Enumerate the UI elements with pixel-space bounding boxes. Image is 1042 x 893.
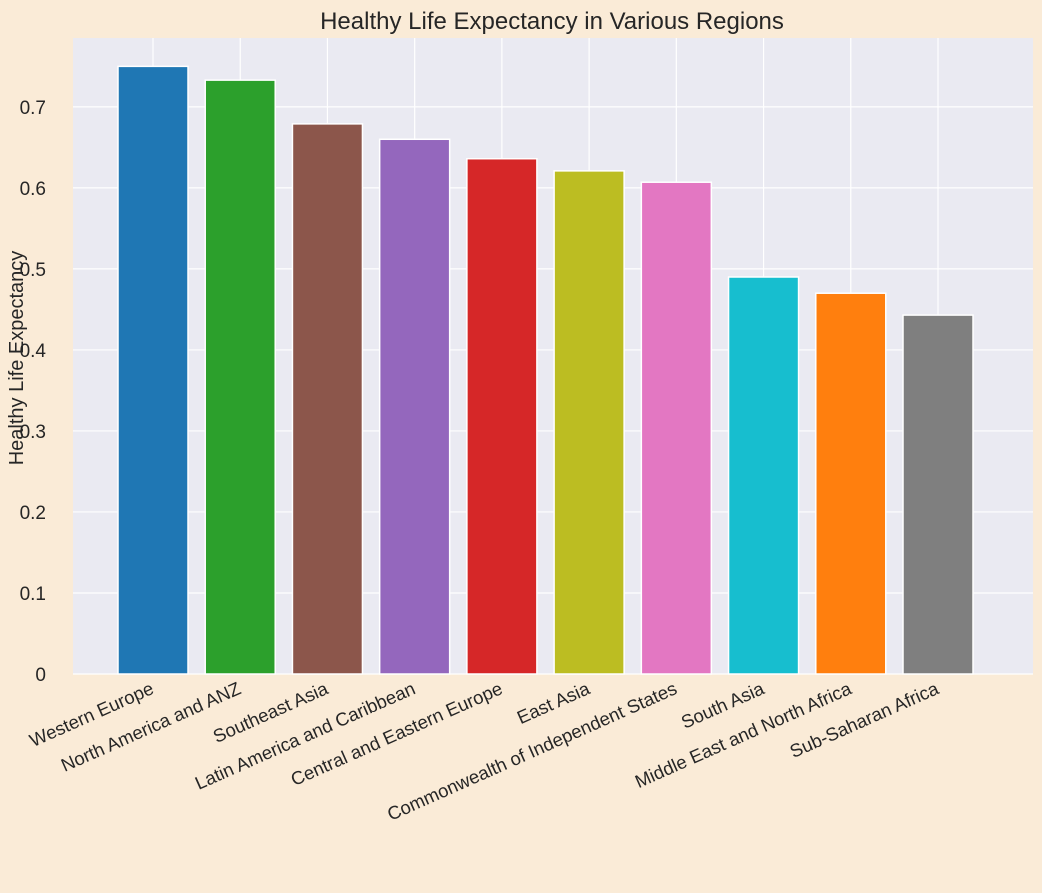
bar-latin-america-and-caribbean — [378, 138, 451, 675]
y-axis-ticks: 0 0.1 0.2 0.3 0.4 0.5 0.6 0.7 — [20, 98, 47, 686]
chart-title: Healthy Life Expectancy in Various Regio… — [320, 8, 784, 35]
bar-middle-east-and-north-africa — [815, 292, 887, 675]
y-tick-label: 0.1 — [20, 584, 46, 605]
bars — [117, 65, 974, 675]
y-tick-label: 0 — [35, 665, 46, 686]
y-tick-label: 0.7 — [20, 98, 46, 119]
y-tick-label: 0.4 — [20, 341, 47, 362]
y-tick-label: 0.5 — [20, 260, 46, 281]
bar-east-asia — [553, 170, 625, 675]
y-tick-label: 0.6 — [20, 179, 46, 200]
bar-southeast-asia — [291, 123, 364, 675]
y-tick-label: 0.3 — [20, 422, 46, 443]
bar-sub-saharan-africa — [902, 314, 974, 675]
bar-western-europe — [117, 65, 189, 675]
bar-south-asia — [727, 276, 800, 675]
x-tick-label: Sub-Saharan Africa — [787, 677, 943, 762]
bar-north-america-and-anz — [204, 79, 276, 675]
y-axis-label: Healthy Life Expectancy — [6, 251, 28, 466]
y-tick-label: 0.2 — [20, 503, 46, 524]
x-tick-label: Commonwealth of Independent States — [384, 677, 680, 824]
bar-commonwealth-of-independent-states — [640, 181, 713, 675]
bar-central-and-eastern-europe — [466, 157, 538, 675]
